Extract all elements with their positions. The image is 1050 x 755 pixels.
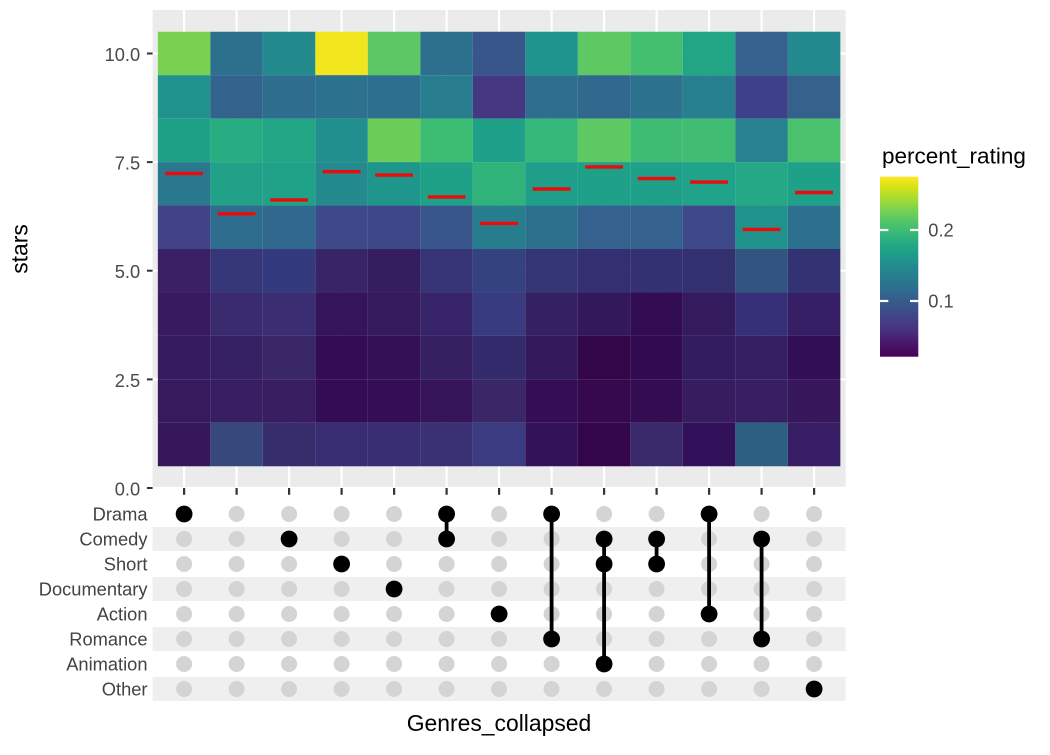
svg-text:2.5: 2.5 xyxy=(115,370,140,391)
svg-text:Documentary: Documentary xyxy=(39,579,149,600)
svg-text:Drama: Drama xyxy=(93,504,149,525)
svg-text:Action: Action xyxy=(97,604,148,625)
svg-text:Comedy: Comedy xyxy=(79,529,148,550)
svg-text:5.0: 5.0 xyxy=(115,261,140,282)
svg-text:percent_rating: percent_rating xyxy=(882,144,1026,169)
svg-text:0.2: 0.2 xyxy=(928,220,953,241)
svg-text:0.0: 0.0 xyxy=(115,479,140,500)
svg-text:7.5: 7.5 xyxy=(115,153,140,174)
svg-text:10.0: 10.0 xyxy=(105,44,141,65)
svg-text:Romance: Romance xyxy=(69,629,147,650)
svg-text:stars: stars xyxy=(7,224,33,274)
svg-text:Animation: Animation xyxy=(66,654,147,675)
svg-text:Genres_collapsed: Genres_collapsed xyxy=(407,710,592,736)
svg-text:Short: Short xyxy=(104,554,148,575)
svg-text:Other: Other xyxy=(102,679,148,700)
svg-text:0.1: 0.1 xyxy=(928,291,953,312)
